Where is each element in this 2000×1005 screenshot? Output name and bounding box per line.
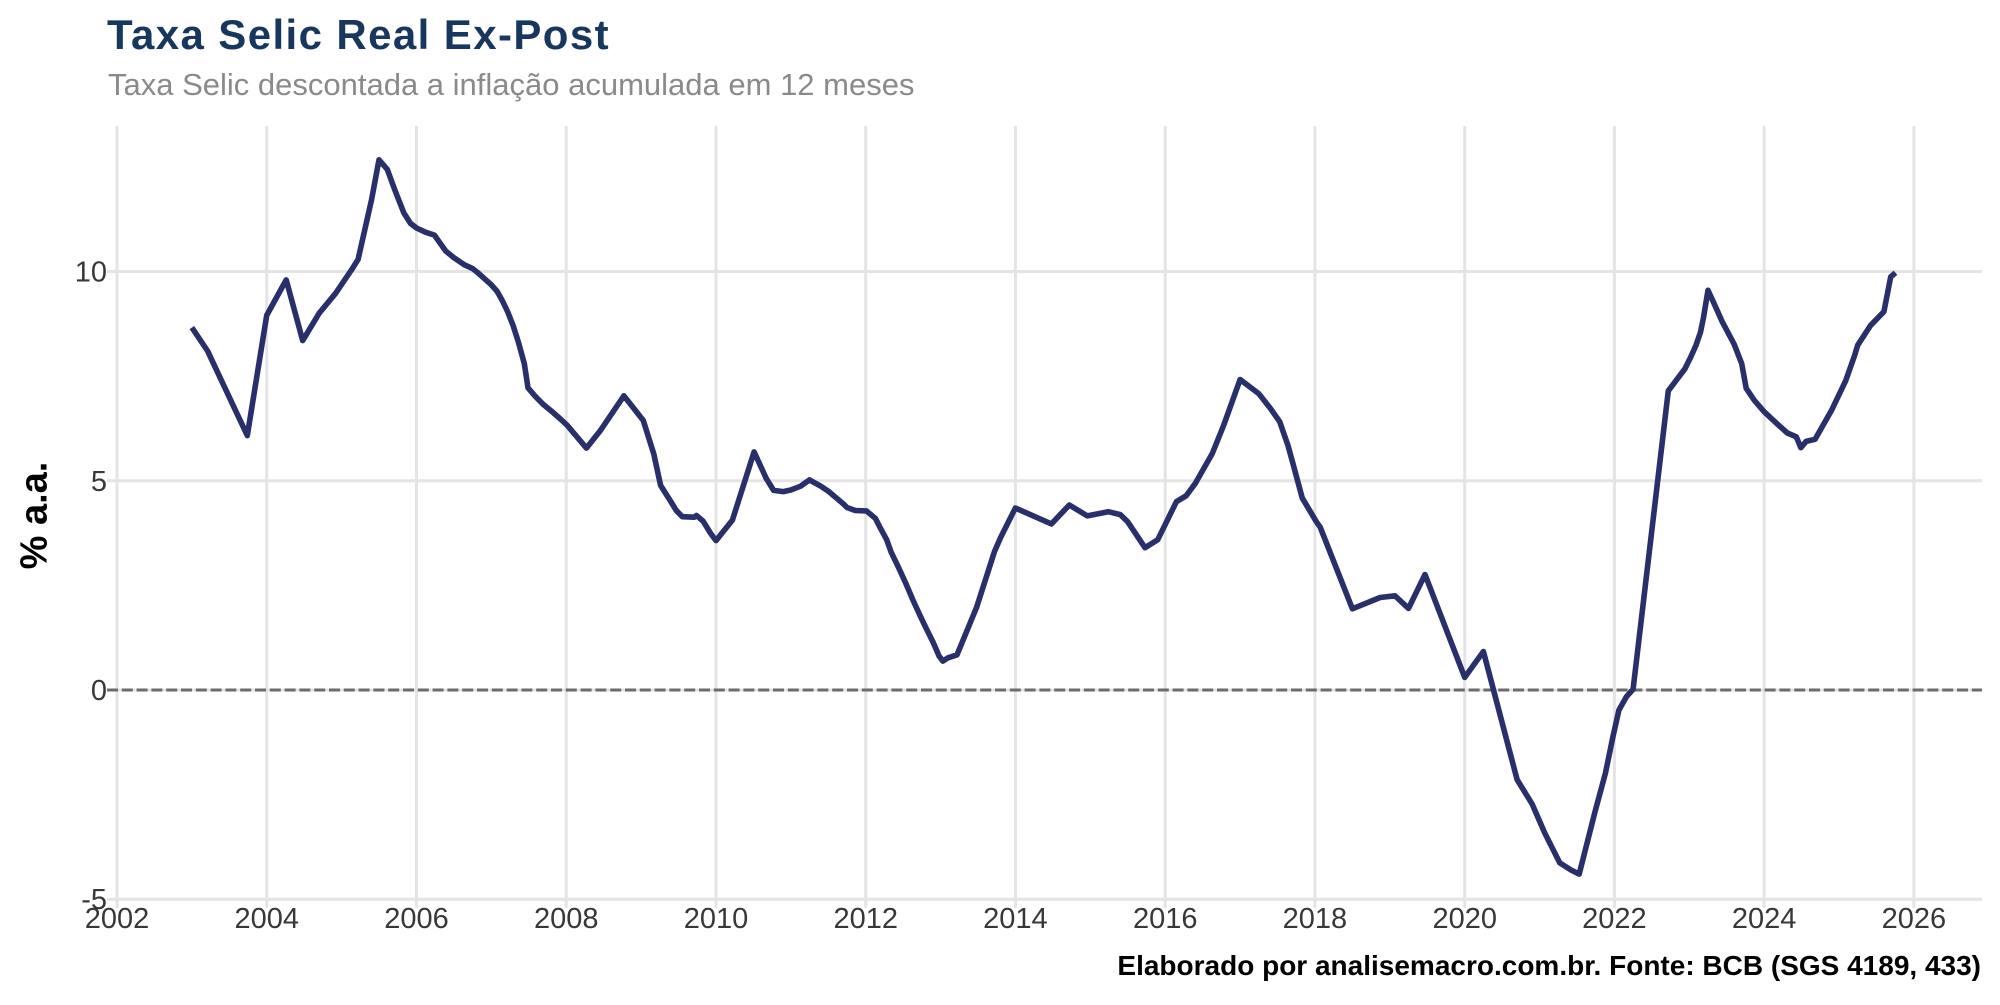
svg-text:2014: 2014 [983,903,1048,935]
svg-text:2002: 2002 [85,903,150,935]
svg-text:2022: 2022 [1582,903,1647,935]
svg-text:10: 10 [75,257,107,289]
svg-text:Elaborado por analisemacro.com: Elaborado por analisemacro.com.br. Fonte… [1117,950,1981,981]
svg-text:Taxa Selic descontada a inflaç: Taxa Selic descontada a inflação acumula… [108,67,914,102]
svg-text:-5: -5 [81,884,107,916]
svg-text:2016: 2016 [1133,903,1198,935]
svg-text:2004: 2004 [234,903,299,935]
svg-text:2006: 2006 [384,903,449,935]
svg-text:2008: 2008 [534,903,599,935]
svg-text:2012: 2012 [833,903,898,935]
svg-text:2024: 2024 [1732,903,1797,935]
svg-text:Taxa Selic Real Ex-Post: Taxa Selic Real Ex-Post [107,11,610,58]
svg-text:5: 5 [91,466,107,498]
svg-text:% a.a.: % a.a. [14,462,56,570]
svg-text:2010: 2010 [684,903,749,935]
svg-text:2026: 2026 [1882,903,1947,935]
svg-text:2020: 2020 [1432,903,1497,935]
svg-text:2018: 2018 [1283,903,1348,935]
svg-text:0: 0 [91,675,107,707]
